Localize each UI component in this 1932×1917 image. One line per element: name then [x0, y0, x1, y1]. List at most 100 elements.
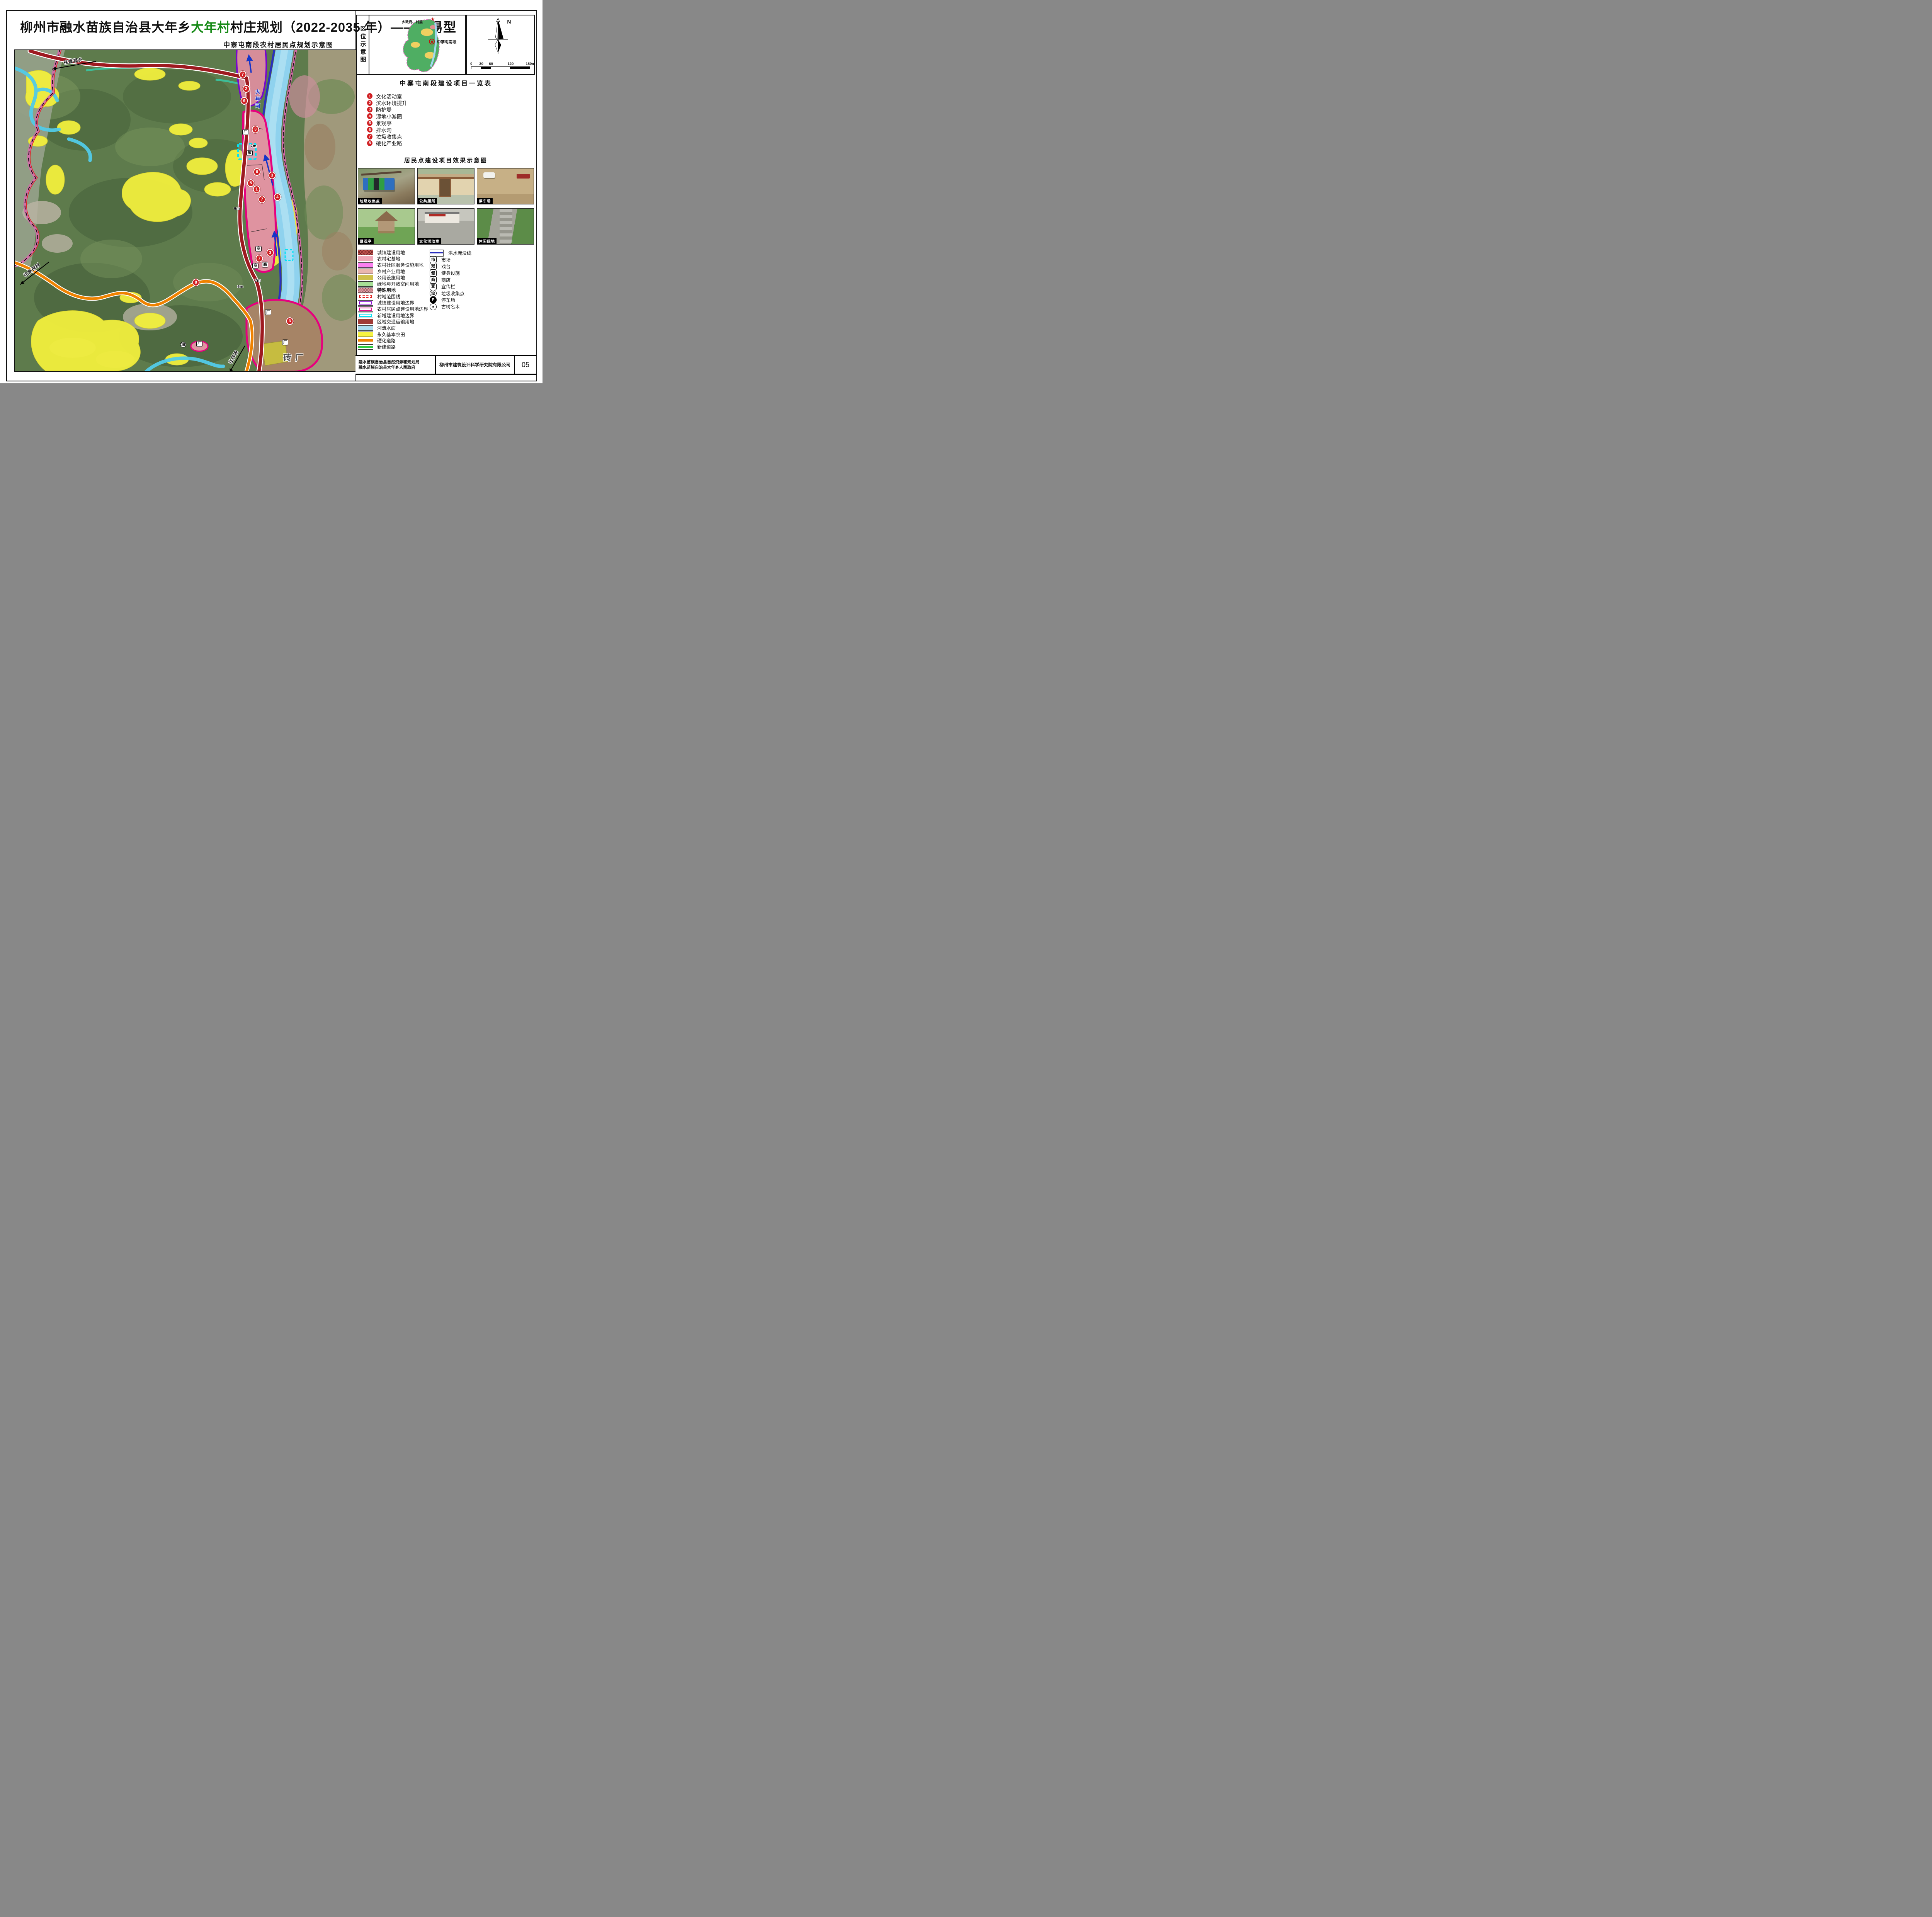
poi-label: 商: [262, 262, 268, 268]
legend-item: 戏 戏台: [430, 263, 535, 270]
legend-label: 乡村产业用地: [377, 269, 405, 274]
legend-label: 洪水淹没线: [448, 250, 472, 256]
legend-swatch: [358, 256, 373, 262]
poi-label: 厂: [265, 309, 271, 315]
legend-swatch: [358, 275, 373, 281]
project-label: 湿地小游园: [376, 114, 402, 120]
legend-item: 公用设施用地: [358, 274, 454, 281]
photo-section: 居民点建设项目效果示意图 垃圾收集点 公共厕所 停车场 景观亭 文化活动室 休闲…: [358, 156, 534, 245]
legend-label: 硬化道路: [377, 338, 396, 344]
scale-ticks: 0 30 60 120 180m: [470, 62, 535, 66]
compass-panel: N 0 30 60 120 180m: [466, 15, 535, 75]
river-name-label: 大年河: [254, 89, 260, 110]
project-marker: 3: [252, 126, 259, 133]
authority-cell: 融水苗族自治县自然资源和规划局 融水苗族自治县大年乡人民政府: [355, 356, 435, 374]
photo-caption: 景观亭: [358, 238, 374, 244]
legend-item: 宣 宣传栏: [430, 283, 535, 290]
scale-tick: 120: [507, 62, 514, 66]
design-institute-cell: 柳州市建筑设计科学研究院有限公司: [435, 356, 514, 374]
legend-swatch: [358, 262, 373, 268]
legend-item: 新建道路: [358, 344, 454, 350]
project-label: 防护堤: [376, 107, 392, 113]
project-list-item: 5 景观亭: [367, 120, 534, 126]
legend-label: 农村居民点建设用地边界: [377, 306, 429, 312]
project-marker: 8: [192, 279, 200, 286]
poi-label: 敬: [247, 150, 253, 156]
legend-label: 城镇建设用地边界: [377, 300, 415, 306]
legend-item: 农村社区服务设施用地: [358, 262, 454, 268]
legend-label: 河流水面: [377, 325, 396, 331]
authority-line-2: 融水苗族自治县大年乡人民政府: [359, 365, 415, 370]
legend-item: 绿地与开敞空间用地: [358, 281, 454, 287]
road-width-labels: 7m 9m 7m 6m: [15, 50, 356, 371]
legend-symbol-icon: 商: [430, 276, 437, 284]
legend-label: 区域交通运输用地: [377, 319, 415, 325]
government-star-icon: ★: [430, 16, 435, 22]
road-width-label: 7m: [255, 278, 261, 283]
effect-photo: 休闲绿地: [477, 208, 534, 245]
legend-item: 商 商店: [430, 276, 535, 284]
project-label: 景观亭: [376, 121, 392, 127]
sheet-frame: [6, 10, 537, 381]
location-inset-map: ★ 乡政府、村委 中寨屯南段: [369, 15, 465, 74]
project-label: 排水沟: [376, 127, 392, 133]
legend-label: 永久基本农田: [377, 332, 405, 337]
poi-label: 厂: [196, 341, 202, 347]
photo-caption: 休闲绿地: [477, 238, 497, 244]
road-width-label: 9m: [234, 206, 240, 211]
legend-item: 硬化道路: [358, 337, 454, 344]
legend-symbol-icon: 宣: [430, 283, 437, 290]
effect-photo: 文化活动室: [417, 208, 474, 245]
legend-label: 新建道路: [377, 344, 396, 350]
legend-swatch: [358, 313, 373, 318]
photo-caption: 公共厕所: [418, 198, 437, 204]
scale-bar: 0 30 60 120 180m: [470, 62, 535, 71]
project-marker: 3: [286, 317, 294, 325]
legend-item: 健 健身设施: [430, 269, 535, 277]
effect-photo: 公共厕所: [417, 168, 474, 204]
legend: 城镇建设用地 农村宅基地 农村社区服务设施用地 乡村产业用地 公用设施用地 绿地…: [358, 249, 536, 352]
legend-right-column: 洪水淹没线 市 市场 戏 戏台 健 健身设施 商 商店 宣 宣传栏 垃: [430, 249, 535, 310]
legend-swatch: [358, 287, 373, 293]
poi-label: 商: [255, 246, 262, 252]
page-subtitle: 中寨屯南段农村居民点规划示意图: [223, 41, 333, 49]
legend-symbol-icon: P: [430, 296, 437, 304]
project-marker: 1: [253, 185, 260, 193]
project-list-section: 中寨屯南段建设项目一览表 1 文化活动室 2 滨水环境提升 3 防护堤 4 湿地…: [358, 78, 534, 146]
photo-caption: 垃圾收集点: [358, 198, 382, 204]
legend-symbol-icon: [430, 249, 444, 257]
project-label: 文化活动室: [376, 94, 402, 100]
direction-label: 往高僚村: [15, 256, 49, 285]
project-label: 垃圾收集点: [376, 134, 402, 140]
legend-label: 停车场: [441, 297, 456, 303]
site-marker-icon: [429, 39, 435, 44]
project-marker: 7: [239, 71, 247, 78]
legend-swatch: [358, 344, 373, 350]
project-list-item: 3 防护堤: [367, 106, 534, 113]
legend-item: ♠ 古树名木: [430, 303, 535, 310]
authority-line-1: 融水苗族自治县自然资源和规划局: [359, 360, 420, 364]
legend-item: 乡村产业用地: [358, 268, 454, 274]
project-number-badge: 4: [367, 113, 372, 119]
legend-swatch: [358, 294, 373, 299]
legend-swatch: [358, 332, 373, 337]
legend-item: 村域范围线: [358, 293, 454, 299]
legend-symbol-icon: 垃: [430, 290, 437, 297]
legend-item: 城镇建设用地边界: [358, 299, 454, 306]
title-village-highlight: 大年村: [191, 20, 230, 34]
poi-label: 厂: [242, 129, 248, 135]
effect-photo: 停车场: [477, 168, 534, 204]
project-marker: 5: [247, 179, 255, 187]
project-marker: 2: [242, 85, 250, 93]
scale-tick: 30: [479, 62, 483, 66]
project-list-item: 6 排水沟: [367, 126, 534, 133]
project-number-badge: 3: [367, 106, 372, 112]
project-list-item: 4 湿地小游园: [367, 113, 534, 120]
project-marker: 6: [253, 168, 261, 176]
legend-symbol-icon: 戏: [430, 263, 437, 270]
legend-label: 古树名木: [441, 304, 460, 310]
project-list-title: 中寨屯南段建设项目一览表: [399, 80, 492, 87]
legend-item: P 停车场: [430, 296, 535, 304]
